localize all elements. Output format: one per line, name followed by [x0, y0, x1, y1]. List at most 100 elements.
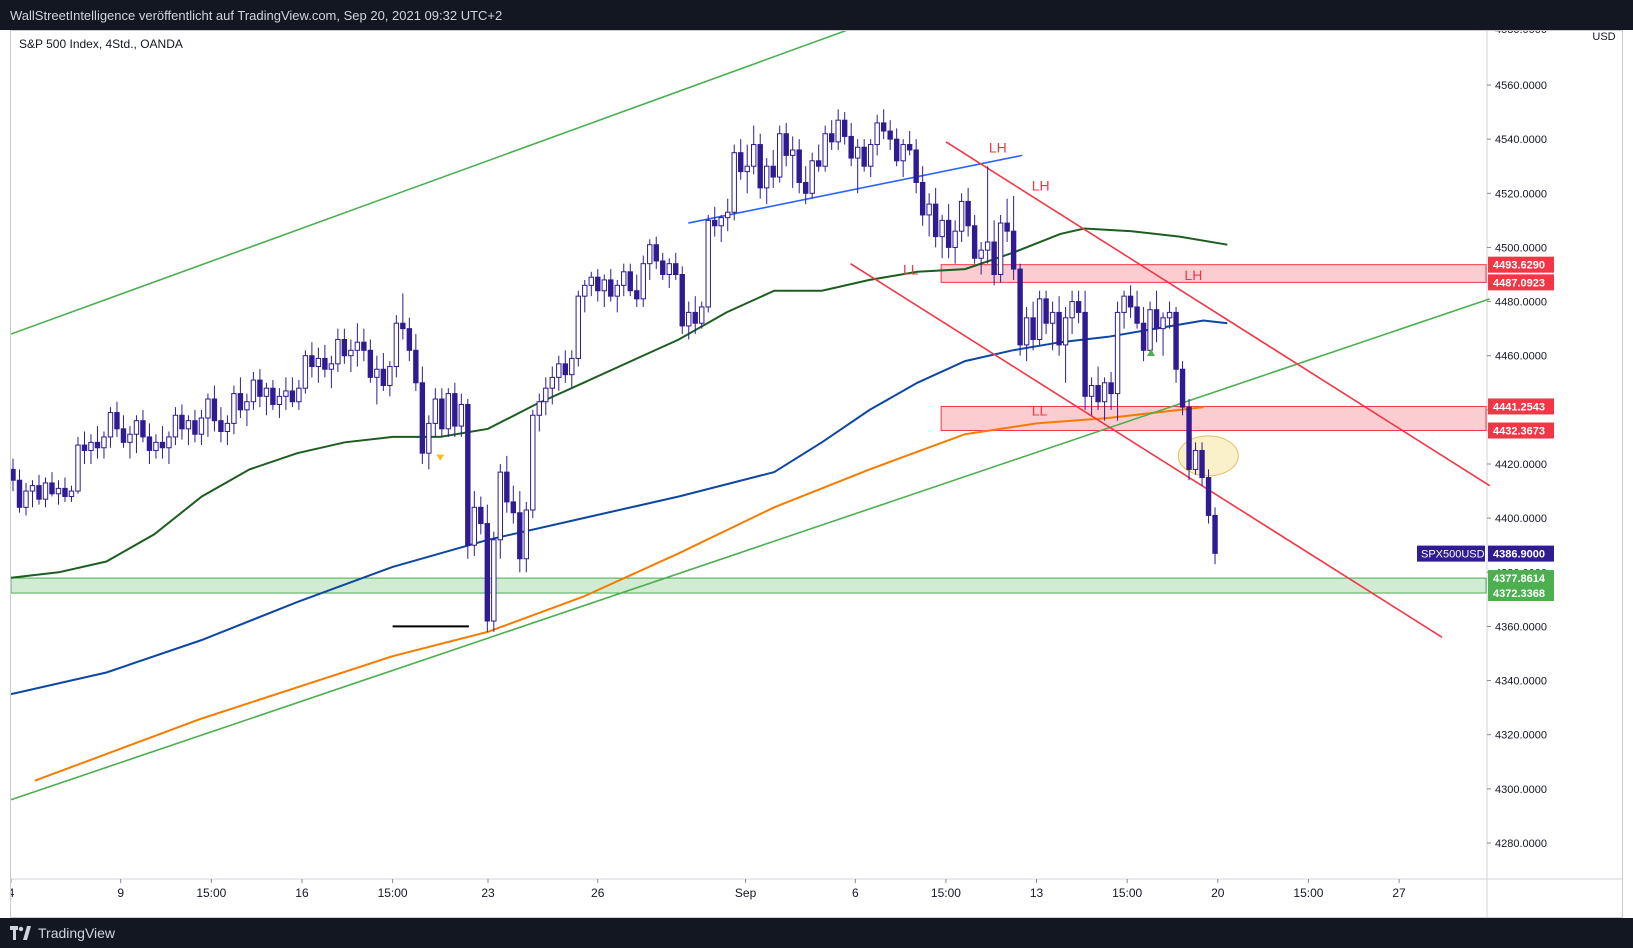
candle-body — [484, 523, 491, 622]
publisher-header: WallStreetIntelligence veröffentlicht au… — [0, 0, 1633, 30]
candle-body — [497, 471, 504, 541]
candle-body — [965, 200, 971, 227]
zone-resistance-lower — [940, 405, 1487, 432]
candle-body — [289, 390, 296, 403]
symbol-tag — [1417, 545, 1485, 562]
candle-body — [471, 506, 478, 546]
annotation-label: LL — [903, 262, 919, 278]
candle-body — [932, 203, 939, 238]
candle-body — [926, 203, 932, 216]
candle-body — [335, 338, 341, 365]
candle-body — [802, 181, 809, 194]
candle-body — [673, 263, 679, 276]
candle-body — [1166, 311, 1173, 319]
candle-body — [660, 260, 666, 275]
candle-body — [997, 222, 1004, 275]
price-chart[interactable]: 4280.0000 4300.0000 4320.0000 4340.0000 4360… — [11, 31, 1623, 918]
x-tick-label: 4 — [11, 886, 15, 900]
candle-body — [1114, 311, 1121, 395]
chart-title: S&P 500 Index, 4Std., OANDA — [19, 37, 183, 51]
candle-body — [224, 422, 231, 433]
candle-body — [712, 219, 718, 227]
candle-body — [107, 412, 114, 438]
candle-body — [120, 428, 127, 443]
candle-body — [822, 133, 828, 167]
candle-body — [406, 328, 413, 351]
candle-body — [731, 152, 737, 213]
candle-body — [400, 322, 406, 330]
candle-body — [543, 387, 549, 403]
candle-body — [510, 501, 517, 514]
trendline-red-upper-channel[interactable] — [945, 141, 1491, 487]
x-tick-label: 15:00 — [378, 886, 408, 900]
x-tick-label: 15:00 — [931, 886, 961, 900]
zone-support — [11, 577, 1487, 594]
candle-body — [945, 219, 952, 248]
candle-body — [42, 482, 49, 500]
publisher-text: WallStreetIntelligence veröffentlicht au… — [10, 7, 503, 23]
annotation-label: LH — [1184, 267, 1202, 283]
candle-body — [777, 133, 783, 178]
candle-body — [354, 341, 361, 351]
candle-body — [718, 217, 724, 227]
sell-signal-triangle — [436, 454, 445, 461]
candle-body — [1088, 384, 1095, 397]
candle-body — [1199, 449, 1205, 479]
candle-body — [666, 263, 672, 276]
candle-body — [419, 382, 426, 454]
candle-body — [140, 420, 146, 438]
candle-body — [218, 420, 224, 433]
candle-body — [1075, 301, 1082, 313]
trendline-green-lower-channel[interactable] — [11, 298, 1490, 801]
candle-body — [1056, 311, 1062, 346]
candle-body — [11, 468, 16, 481]
annotation-label: LL — [1032, 402, 1048, 418]
candle-body — [1186, 406, 1192, 470]
candle-body — [647, 244, 653, 265]
candle-body — [23, 490, 29, 508]
candle-body — [614, 284, 620, 297]
x-tick-label: 20 — [1211, 886, 1225, 900]
trendline-blue-neckline[interactable] — [688, 154, 1023, 224]
zone-price-label: 4372.3368 — [1493, 588, 1545, 600]
candle-body — [1101, 382, 1108, 403]
ma-orange — [34, 406, 1204, 782]
candle-body — [971, 225, 978, 259]
candle-body — [309, 355, 315, 368]
candle-body — [445, 393, 452, 430]
candle-body — [952, 230, 958, 248]
candle-body — [1140, 322, 1147, 351]
candle-body — [367, 349, 374, 378]
candle-body — [835, 119, 841, 143]
annotation-label: LH — [1032, 178, 1050, 194]
trendline-green-upper-channel[interactable] — [11, 31, 860, 335]
trendline-red-lower-channel[interactable] — [850, 262, 1443, 638]
candle-body — [127, 433, 133, 443]
candle-body — [36, 485, 42, 500]
candle-body — [640, 263, 646, 300]
candle-body — [517, 512, 523, 560]
zone-price-tag — [1488, 398, 1554, 415]
tradingview-logo[interactable]: TradingView — [10, 925, 115, 941]
candle-body — [757, 144, 763, 189]
candle-body — [348, 349, 354, 357]
chart-panel[interactable]: 4280.0000 4300.0000 4320.0000 4340.0000 4360… — [10, 30, 1623, 918]
candle-body — [1069, 301, 1075, 319]
candle-body — [393, 322, 400, 368]
candle-body — [751, 144, 757, 167]
candle-body — [413, 349, 419, 384]
candle-body — [809, 160, 815, 194]
candle-body — [874, 122, 880, 146]
candle-body — [341, 338, 348, 357]
candle-body — [848, 135, 854, 159]
candle-body — [1179, 368, 1186, 408]
candle-body — [55, 487, 62, 495]
x-tick-label: 15:00 — [196, 886, 226, 900]
candle-body — [1147, 309, 1153, 351]
zone-price-label: 4432.3673 — [1493, 426, 1545, 438]
y-tick-label: 4280.0000 — [1495, 838, 1547, 850]
candle-body — [198, 417, 205, 435]
candle-body — [1121, 295, 1127, 313]
candle-body — [634, 290, 640, 300]
candle-body — [94, 441, 101, 449]
